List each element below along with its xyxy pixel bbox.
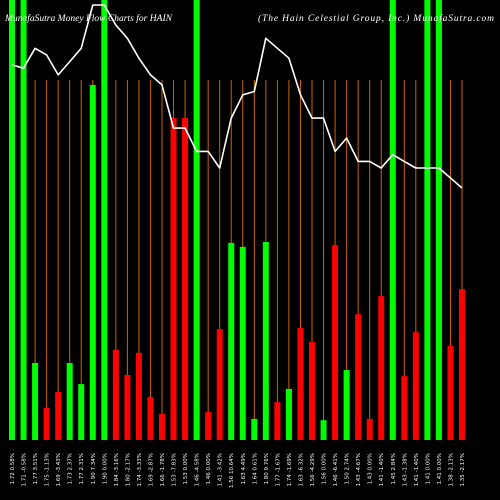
money-flow-bar: [378, 296, 385, 440]
x-tick-label: 1.41 -1.40%: [379, 453, 385, 486]
chart-title: MunafaSutra Money Flow Charts for HAIN: [4, 13, 173, 24]
x-tick-label: 1.80 -2.17%: [125, 453, 131, 486]
x-tick-label: 1.90 7.34%: [91, 453, 97, 484]
x-tick-label: 1.38 -2.13%: [448, 453, 454, 486]
x-tick-label: 1.53 0.00%: [183, 453, 189, 484]
money-flow-bar: [205, 411, 212, 440]
money-flow-bar: [424, 0, 431, 440]
money-flow-bar: [216, 329, 223, 440]
money-flow-bar: [297, 327, 304, 440]
money-flow-bar: [332, 245, 339, 440]
x-tick-label: 1.43 -4.67%: [356, 453, 362, 486]
money-flow-bar: [9, 0, 15, 440]
x-tick-label: 1.74 -3.33%: [137, 453, 143, 486]
x-tick-label: 1.41 0.00%: [425, 453, 431, 484]
money-flow-bar: [389, 0, 396, 440]
money-flow-bar: [401, 376, 408, 440]
money-flow-bar: [101, 0, 108, 440]
money-flow-bar: [182, 117, 189, 441]
x-tick-label: 1.41 -3.42%: [218, 453, 224, 486]
money-flow-bar: [228, 242, 235, 440]
x-tick-label: 1.56 -4.29%: [310, 453, 316, 486]
money-flow-bar: [55, 392, 62, 440]
money-flow-bar: [447, 345, 454, 440]
money-flow-bar: [320, 420, 327, 440]
x-tick-label: 1.66 -1.78%: [160, 453, 166, 486]
x-tick-label: 1.43 -1.38%: [402, 453, 408, 486]
x-tick-label: 1.41 -1.40%: [414, 453, 420, 486]
money-flow-bar: [135, 352, 142, 440]
money-flow-bar: [20, 0, 27, 440]
money-flow-bar: [89, 84, 96, 441]
x-tick-label: 1.46 0.00%: [206, 453, 212, 484]
money-flow-bar: [193, 0, 200, 440]
money-flow-bar: [412, 332, 419, 440]
x-tick-label: 1.56 0.00%: [322, 453, 328, 484]
x-tick-label: 1.74 -1.69%: [287, 453, 293, 486]
x-tick-label: 1.50 2.74%: [345, 453, 351, 484]
x-tick-label: 1.77 3.51%: [33, 453, 39, 484]
money-flow-bar: [112, 349, 119, 440]
money-flow-bar: [343, 370, 350, 440]
x-axis-labels: 1.72 0.58% 1.71 -0.58% 1.77 3.51% 1.75 -1.1…: [10, 453, 466, 488]
x-tick-label: 1.56 10.64%: [229, 453, 235, 488]
company-name-title: (The Hain Celestial Group, Inc.) MunafaS…: [258, 13, 494, 24]
x-tick-label: 1.90 0.00%: [102, 453, 108, 484]
money-flow-bar: [147, 396, 154, 440]
x-tick-label: 1.72 0.58%: [10, 453, 16, 484]
x-tick-label: 1.75 -1.13%: [45, 453, 51, 486]
x-tick-label: 1.35 -2.17%: [460, 453, 466, 486]
x-tick-label: 1.77 2.31%: [79, 453, 85, 484]
money-flow-bar: [124, 374, 131, 440]
money-flow-bar: [285, 388, 292, 440]
x-tick-label: 1.73 2.37%: [68, 453, 74, 484]
money-flow-bar: [78, 384, 85, 440]
x-tick-label: 1.80 9.76%: [264, 453, 270, 484]
money-flow-bar: [309, 341, 315, 440]
x-tick-label: 1.71 -0.58%: [22, 453, 28, 486]
money-flow-bar: [66, 363, 73, 440]
money-flow-bar: [239, 246, 246, 440]
x-tick-label: 1.45 2.84%: [391, 453, 397, 484]
x-tick-label: 1.64 0.61%: [252, 453, 258, 484]
x-tick-label: 1.46 -4.58%: [195, 453, 201, 486]
x-tick-label: 1.53 -7.83%: [172, 453, 178, 486]
money-flow-bar: [262, 242, 269, 440]
x-tick-label: 1.77 -1.67%: [275, 453, 281, 486]
x-tick-label: 1.43 0.00%: [368, 453, 374, 484]
x-tick-label: 1.41 0.00%: [437, 453, 443, 484]
money-flow-bars: [9, 0, 465, 441]
x-tick-label: 1.69 -3.43%: [56, 453, 62, 486]
money-flow-bar: [366, 418, 373, 440]
money-flow-bar: [159, 414, 165, 440]
money-flow-bar: [355, 314, 362, 440]
money-flow-bar: [170, 117, 177, 441]
money-flow-bar: [274, 402, 281, 440]
x-tick-label: 1.46 -6.41%: [333, 453, 339, 486]
money-flow-bar: [32, 363, 39, 440]
money-flow-bar: [251, 418, 258, 440]
x-tick-label: 1.63 -6.32%: [298, 453, 304, 486]
x-tick-label: 1.69 -2.87%: [148, 453, 154, 486]
price-line: [11, 4, 463, 189]
money-flow-bar: [435, 0, 442, 440]
x-tick-label: 1.63 4.49%: [241, 453, 247, 484]
money-flow-bar: [43, 407, 50, 440]
x-tick-label: 1.84 -3.16%: [114, 453, 120, 486]
money-flow-bar: [459, 289, 465, 440]
